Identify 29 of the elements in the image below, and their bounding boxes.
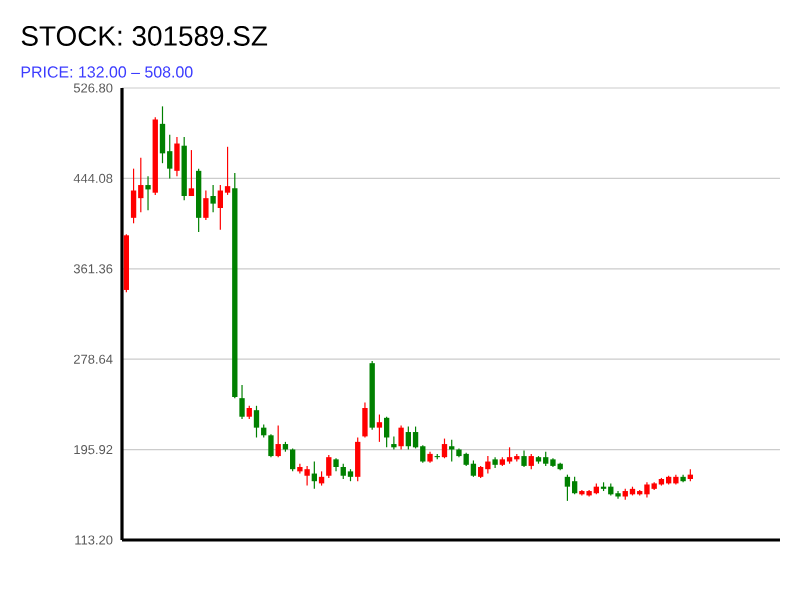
candlestick (564, 474, 571, 502)
candlestick (145, 175, 151, 211)
candlestick (174, 136, 180, 177)
candlestick (383, 416, 390, 448)
candlestick (253, 405, 260, 439)
candlestick (376, 413, 383, 443)
candlestick (195, 168, 202, 233)
candlestick (326, 454, 332, 479)
candlestick (304, 465, 310, 487)
candlestick (217, 184, 224, 231)
chart-title: STOCK: 301589.SZ (21, 26, 268, 46)
candlestick (138, 157, 144, 213)
candlestick (159, 105, 166, 164)
candlestick (485, 455, 491, 475)
candlestick (275, 424, 281, 458)
candlestick (355, 436, 361, 482)
candlestick (210, 184, 216, 213)
candlestick (449, 439, 455, 463)
candlestick (268, 433, 274, 458)
candlestick (239, 384, 245, 420)
candlestick (289, 447, 296, 472)
candlestick (362, 401, 368, 439)
candlestick (203, 189, 209, 221)
candlestick (391, 435, 397, 451)
candlestick (398, 424, 404, 451)
candlestick (441, 437, 448, 459)
candlestick (130, 168, 137, 224)
candlestick (188, 149, 195, 197)
candlestick (405, 425, 412, 451)
